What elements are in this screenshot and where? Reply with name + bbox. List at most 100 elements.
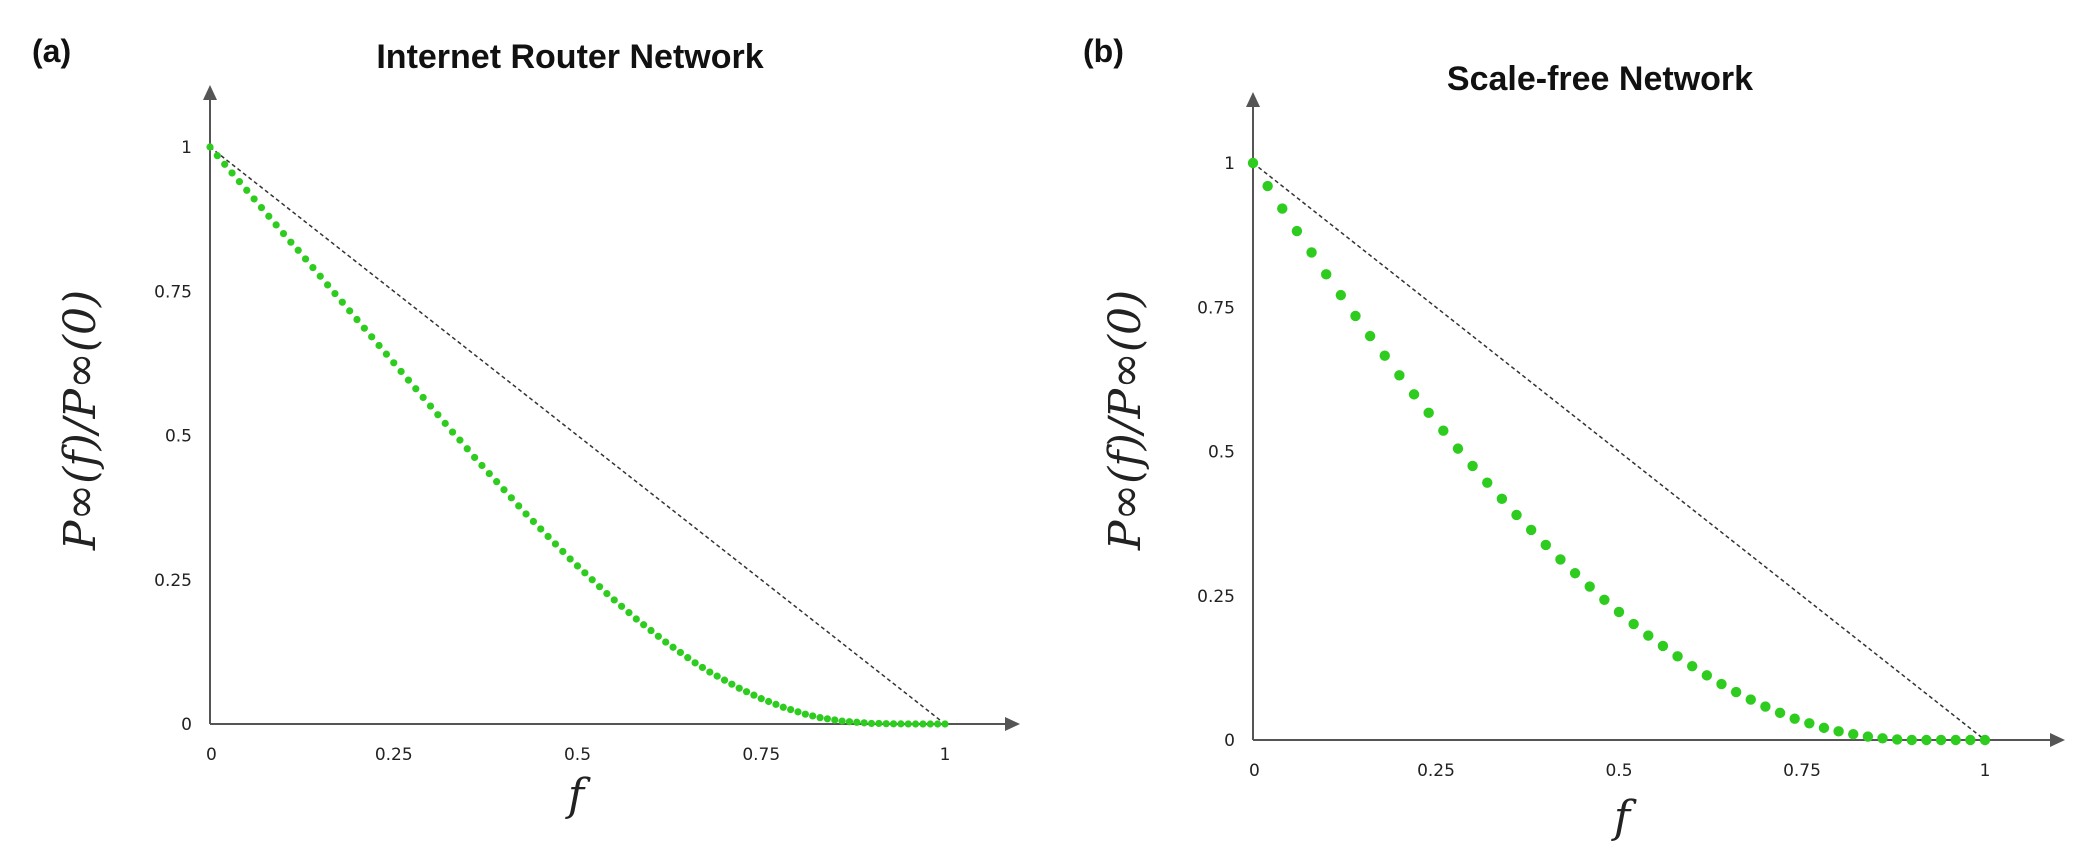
panel-a-data-point	[324, 281, 332, 289]
panel-a-x-tick-label: 0.75	[742, 745, 780, 765]
panel-a-data-point	[338, 298, 346, 306]
panel-b-y-tick-label: 1	[1224, 154, 1235, 174]
panel-b-y-tick-label: 0	[1224, 731, 1235, 751]
panel-a-data-point	[228, 169, 236, 177]
panel-a-data-point	[654, 632, 662, 640]
panel-a-x-tick-label: 0	[206, 745, 217, 765]
panel-a-data-point	[294, 246, 302, 254]
panel-a-data-point	[742, 688, 751, 696]
panel-b-data-point	[1496, 493, 1508, 505]
panel-b-x-tick-label: 0.25	[1417, 761, 1455, 781]
panel-a-data-point	[507, 494, 515, 502]
panel-b-data-point	[1262, 180, 1273, 192]
panel-a-data-point	[919, 720, 927, 728]
panel-a-data-points	[206, 143, 949, 728]
panel-b-data-point	[1525, 524, 1537, 536]
panel-a-data-point	[845, 718, 854, 726]
panel-b-reference-line	[1252, 162, 1986, 741]
panel-a-data-point	[301, 255, 310, 263]
panel-a-data-point	[485, 469, 493, 478]
panel-a-x-tick-label: 0.5	[564, 745, 591, 765]
panel-a-data-point	[515, 502, 523, 510]
panel-a-data-point	[412, 385, 420, 393]
panel-a-data-point	[382, 350, 390, 358]
panel-b-data-point	[1613, 606, 1625, 618]
panel-b-y-axis-label: P∞(f)/P∞(0)	[1100, 290, 1151, 551]
panel-a-data-point	[823, 715, 832, 723]
panel-a-data-point	[713, 672, 721, 680]
panel-b-y-tick-label: 0.25	[1197, 587, 1235, 607]
panel-b-data-point	[1789, 713, 1800, 724]
panel-a-data-point	[213, 152, 221, 160]
panel-b-data-point	[1643, 630, 1654, 641]
panel-b-data-point	[1482, 477, 1493, 488]
panel-a-reference-line	[209, 146, 946, 725]
panel-a-data-point	[390, 359, 398, 367]
panel-a-data-point	[889, 720, 898, 728]
panel-a-data-point	[912, 720, 920, 728]
panel-b-data-point	[1350, 310, 1361, 322]
panel-a-data-point	[448, 428, 457, 436]
panel-b-data-point	[1877, 733, 1888, 744]
panel-a-data-point	[272, 221, 280, 229]
panel-b-data-point	[1540, 539, 1552, 551]
panel-b-data-point	[1364, 330, 1376, 342]
panel-a-data-point	[346, 307, 354, 315]
panel-b-data-point	[1599, 594, 1610, 605]
panel-b-data-points	[1247, 157, 1991, 746]
panel-b-data-point	[1862, 731, 1874, 742]
panel-a-data-point	[882, 720, 890, 728]
panel-a-data-point	[595, 583, 604, 591]
panel-a-x-axis-label: f	[565, 770, 591, 821]
panel-a-data-point	[603, 589, 611, 598]
panel-a-data-point	[397, 367, 405, 376]
panel-b-data-point	[1701, 670, 1713, 681]
panel-a-data-point	[500, 486, 508, 494]
panel-a-data-point	[757, 695, 765, 703]
panel-a-y-tick-label: 1	[181, 138, 192, 158]
panel-a-data-point	[456, 436, 464, 444]
panel-a-data-point	[316, 272, 324, 280]
panel-a-data-point	[787, 705, 795, 714]
panel-b-data-point	[1379, 350, 1390, 361]
panel-b-x-tick-label: 0	[1249, 761, 1260, 781]
panel-a-data-point	[632, 615, 640, 623]
panel-a-data-point	[588, 576, 596, 584]
panel-a-data-point	[941, 720, 949, 728]
panel-b-data-point	[1979, 734, 1991, 746]
panel-a-x-axis-arrow	[1005, 717, 1020, 731]
panel-b-x-tick-label: 1	[1980, 761, 1991, 781]
panel-b-data-point	[1335, 289, 1347, 301]
panel-a-y-axis-arrow	[203, 85, 217, 100]
panel-a-data-point	[860, 719, 868, 727]
panel-b-data-point	[1277, 203, 1288, 214]
panel-a-data-point	[750, 691, 758, 699]
panel-b-data-point	[1672, 651, 1683, 662]
panel-a-data-point	[309, 263, 317, 272]
panel-b-data-point	[1291, 225, 1303, 237]
panel-b-data-point	[1408, 389, 1420, 400]
panel-b-data-point	[1306, 247, 1317, 258]
panel-a-data-point	[853, 718, 861, 726]
panel-a-data-point	[441, 419, 449, 427]
panel-b-data-point	[1467, 460, 1478, 472]
panel-a-data-point	[618, 602, 626, 610]
panel-b-data-point	[1687, 660, 1698, 672]
panel-a-data-point	[279, 229, 288, 238]
panel-b-y-axis-arrow	[1246, 92, 1260, 107]
panel-b-x-axis-arrow	[2050, 733, 2065, 747]
panel-a-data-point	[257, 203, 266, 212]
panel-b-y-tick-label: 0.75	[1197, 298, 1235, 318]
panel-a-data-point	[647, 626, 655, 635]
panel-b-data-point	[1848, 729, 1859, 740]
panel-a-data-point	[529, 517, 538, 526]
panel-b-data-point	[1760, 701, 1771, 712]
panel-a-data-point	[493, 478, 501, 486]
panel-b-y-tick-label: 0.5	[1208, 443, 1235, 463]
panel-a: (a) Internet Router Network 0 0.25 0.5 0.75…	[32, 33, 1020, 821]
panel-a-data-point	[471, 453, 479, 462]
panel-a-data-point	[522, 510, 530, 518]
panel-b-data-point	[1394, 370, 1405, 381]
panel-b-data-point	[1452, 443, 1464, 454]
panel-a-y-tick-label: 0.75	[154, 282, 192, 302]
